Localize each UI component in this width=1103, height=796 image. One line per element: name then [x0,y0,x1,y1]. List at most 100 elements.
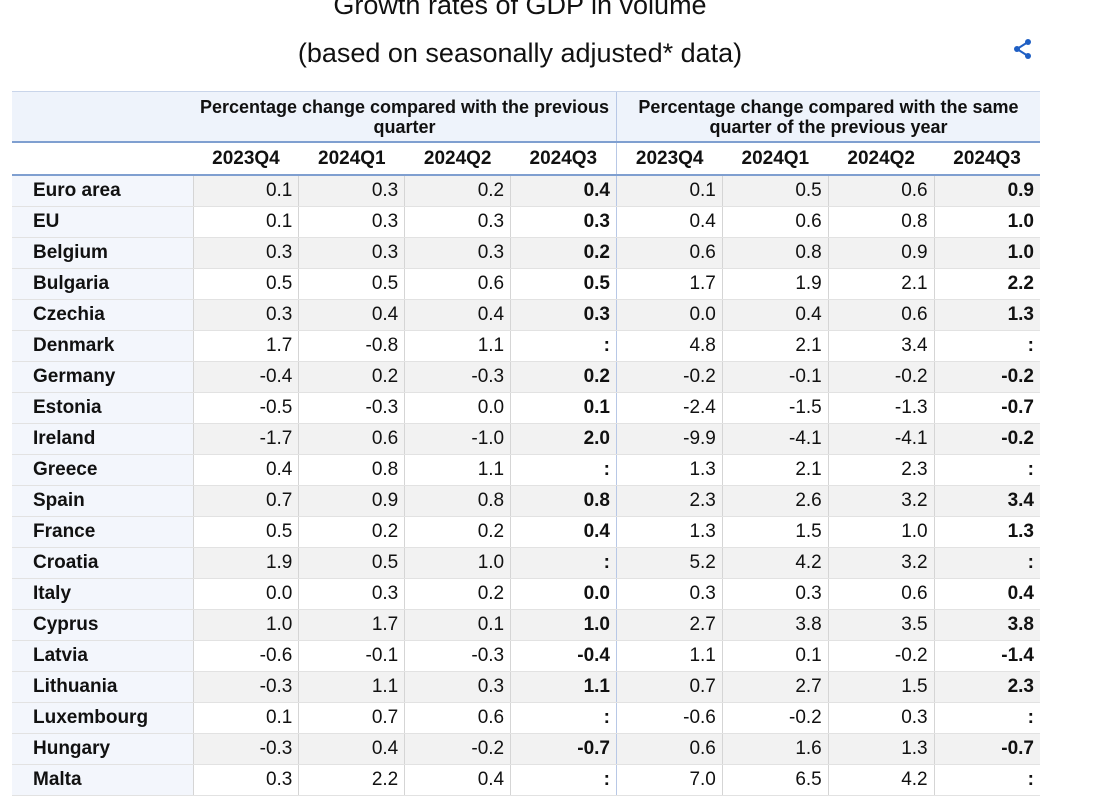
cell: 2.1 [721,330,829,362]
row-label: Croatia [12,547,193,579]
row-label: Lithuania [12,671,193,703]
cell: 0.2 [404,175,511,207]
cell: 3.4 [827,330,935,362]
cell: 0.4 [192,454,299,486]
table-row: EU 0.1 0.3 0.3 0.3 0.4 0.6 0.8 1.0 [12,206,1040,238]
cell: 0.7 [192,485,299,517]
cell: 0.4 [298,299,405,331]
cell: : [510,330,617,362]
cell: 0.9 [827,237,935,269]
row-label: Germany [12,361,193,393]
cell: : [933,702,1040,734]
cell: 3.5 [827,609,935,641]
cell: 0.1 [192,206,299,238]
cell: 1.0 [192,609,299,641]
row-label: Malta [12,764,193,796]
cell: -0.3 [404,640,511,672]
cell: 0.1 [721,640,829,672]
cell: 3.2 [827,485,935,517]
cell: -0.2 [404,733,511,765]
cell: 1.7 [298,609,405,641]
cell: -0.1 [298,640,405,672]
cell: 0.9 [933,175,1040,207]
cell: : [510,454,617,486]
table-row: Ireland -1.7 0.6 -1.0 2.0 -9.9 -4.1 -4.1 -0.2 [12,423,1040,455]
group-header: Percentage change compared with the prev… [193,91,617,142]
cell: : [933,547,1040,579]
cell: -0.2 [933,423,1040,455]
cell: 2.7 [721,671,829,703]
cell: -0.7 [933,733,1040,765]
cell: 1.7 [192,330,299,362]
cell: 3.4 [933,485,1040,517]
cell: 0.8 [721,237,829,269]
cell: 1.1 [298,671,405,703]
cell: -1.5 [721,392,829,424]
cell: 0.6 [404,702,511,734]
cell: 0.8 [827,206,935,238]
row-label: Estonia [12,392,193,424]
data-table: Percentage change compared with the prev… [12,91,1040,796]
cell: 2.7 [616,609,723,641]
cell: 2.3 [616,485,723,517]
cell: 0.5 [510,268,617,300]
row-label: Latvia [12,640,193,672]
cell: 0.7 [298,702,405,734]
cell: 0.6 [827,175,935,207]
cell: 0.4 [298,733,405,765]
cell: 0.3 [192,237,299,269]
subtitle: (based on seasonally adjusted* data) [297,38,743,68]
cell: 0.6 [298,423,405,455]
table-row: Czechia 0.3 0.4 0.4 0.3 0.0 0.4 0.6 1.3 [12,299,1040,331]
cell: 0.1 [404,609,511,641]
row-label: Czechia [12,299,193,331]
cell: -0.2 [721,702,829,734]
cell: 2.3 [827,454,935,486]
cell: 0.4 [404,764,511,796]
cell: 1.9 [192,547,299,579]
cell: -0.7 [933,392,1040,424]
row-label: Spain [12,485,193,517]
corner [12,91,193,142]
share-icon[interactable] [1012,38,1034,60]
table-row: Germany -0.4 0.2 -0.3 0.2 -0.2 -0.1 -0.2 -0.2 [12,361,1040,393]
cell: 0.3 [510,299,617,331]
cell: 1.9 [721,268,829,300]
cell: 0.2 [510,361,617,393]
cell: 2.2 [298,764,405,796]
cell: 2.3 [933,671,1040,703]
cell: 0.6 [404,268,511,300]
cell: -0.4 [510,640,617,672]
row-label: Ireland [12,423,193,455]
column-header: 2024Q1 [722,141,829,176]
cell: 0.5 [192,268,299,300]
cell: -0.6 [192,640,299,672]
table-row: Croatia 1.9 0.5 1.0:5.2 4.2 3.2: [12,547,1040,579]
table-row: Denmark 1.7 -0.8 1.1:4.8 2.1 3.4: [12,330,1040,362]
cell: 0.3 [510,206,617,238]
cell: 0.4 [616,206,723,238]
cell: 0.1 [192,702,299,734]
cell: 4.2 [721,547,829,579]
cell: 1.3 [933,516,1040,548]
cell: 3.2 [827,547,935,579]
row-label: Bulgaria [12,268,193,300]
cell: -0.3 [404,361,511,393]
cell: 3.8 [933,609,1040,641]
cell: : [933,330,1040,362]
cell: 1.7 [616,268,723,300]
cell: 0.8 [404,485,511,517]
table-row: Bulgaria 0.5 0.5 0.6 0.5 1.7 1.9 2.1 2.2 [12,268,1040,300]
table-row: Spain 0.7 0.9 0.8 0.8 2.3 2.6 3.2 3.4 [12,485,1040,517]
cell: : [933,764,1040,796]
cell: 0.5 [298,547,405,579]
table-row: Greece 0.4 0.8 1.1:1.3 2.1 2.3: [12,454,1040,486]
cell: 0.0 [510,578,617,610]
table-row: Euro area 0.1 0.3 0.2 0.4 0.1 0.5 0.6 0.9 [12,175,1040,207]
cell: 4.2 [827,764,935,796]
cell: 0.0 [616,299,723,331]
cell: 0.2 [298,516,405,548]
table-row: France 0.5 0.2 0.2 0.4 1.3 1.5 1.0 1.3 [12,516,1040,548]
cell: 0.3 [192,299,299,331]
cell: 1.0 [827,516,935,548]
